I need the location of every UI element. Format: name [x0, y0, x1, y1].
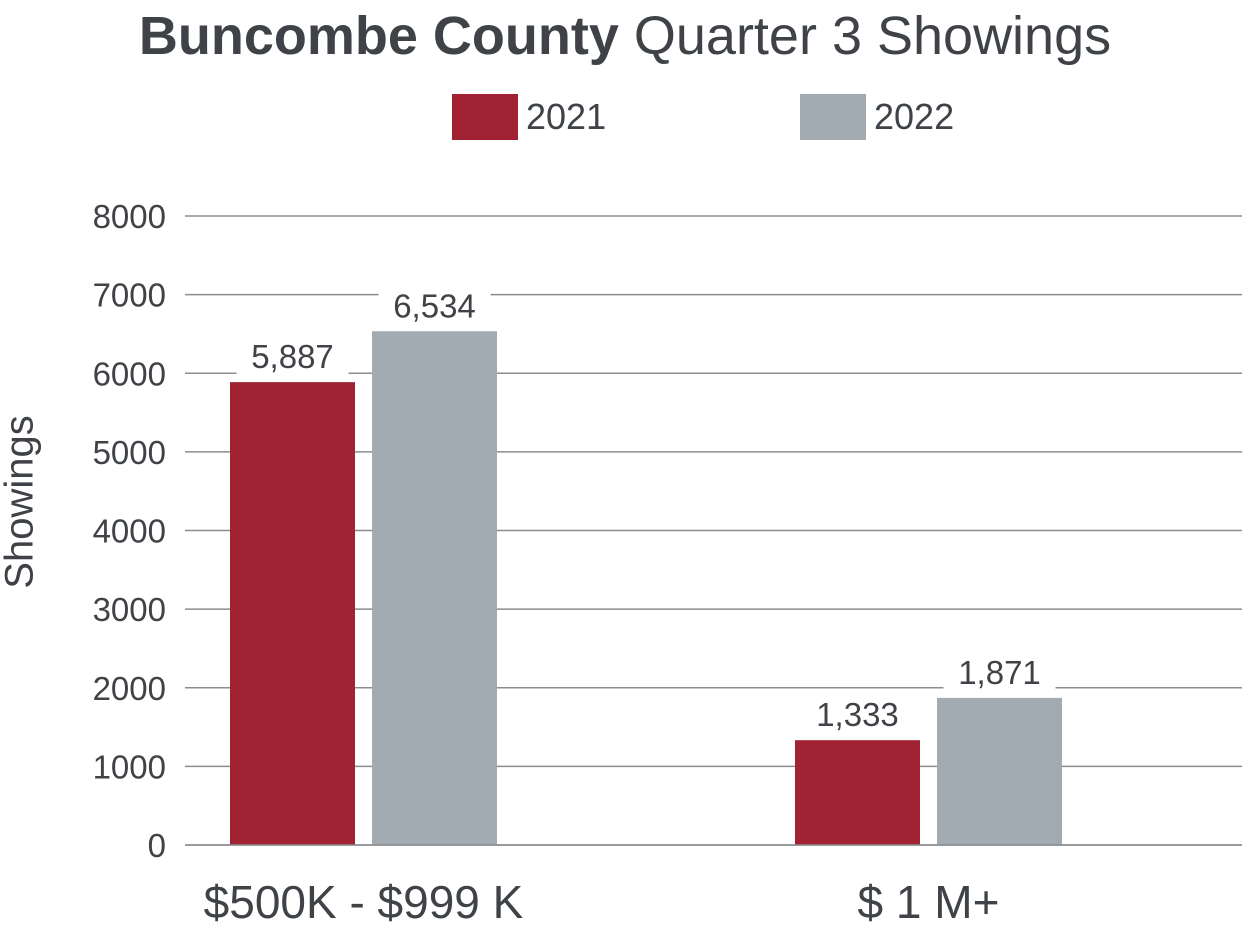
y-tick-label-0: 0	[148, 827, 166, 864]
y-tick-label-1000: 1000	[93, 748, 166, 785]
bar-2021-0	[230, 382, 355, 845]
data-label-2021-1: 1,333	[816, 696, 899, 733]
legend-item-2022: 2022	[800, 94, 954, 140]
bar-2022-0	[372, 331, 497, 845]
x-category-label-0: $500K - $999 K	[204, 876, 524, 928]
data-label-2022-1: 1,871	[958, 654, 1041, 691]
y-tick-label-4000: 4000	[93, 513, 166, 550]
legend-swatch-2022	[800, 94, 866, 140]
y-tick-label-5000: 5000	[93, 434, 166, 471]
y-tick-label-8000: 8000	[93, 198, 166, 235]
data-label-bg-2021-1	[801, 696, 914, 733]
y-tick-label-3000: 3000	[93, 591, 166, 628]
data-label-bg-2021-0	[236, 338, 349, 375]
y-tick-label-6000: 6000	[93, 355, 166, 392]
data-label-2022-0: 6,534	[393, 287, 476, 324]
bar-2021-1	[795, 740, 920, 845]
data-label-2021-0: 5,887	[251, 338, 334, 375]
chart-title-bold: Buncombe County	[138, 6, 619, 66]
data-label-bg-2022-1	[943, 653, 1056, 690]
y-tick-label-2000: 2000	[93, 670, 166, 707]
legend-swatch-2021	[452, 94, 518, 140]
data-label-bg-2022-0	[378, 287, 491, 324]
y-tick-label-7000: 7000	[93, 277, 166, 314]
chart-title: Buncombe County Quarter 3 Showings	[0, 4, 1250, 68]
legend-label-2021: 2021	[526, 96, 607, 137]
legend-label-2022: 2022	[874, 96, 955, 137]
legend-item-2021: 2021	[452, 94, 606, 140]
x-category-label-1: $ 1 M+	[858, 876, 1000, 928]
chart-title-rest: Quarter 3 Showings	[633, 6, 1112, 66]
bar-2022-1	[937, 697, 1062, 845]
